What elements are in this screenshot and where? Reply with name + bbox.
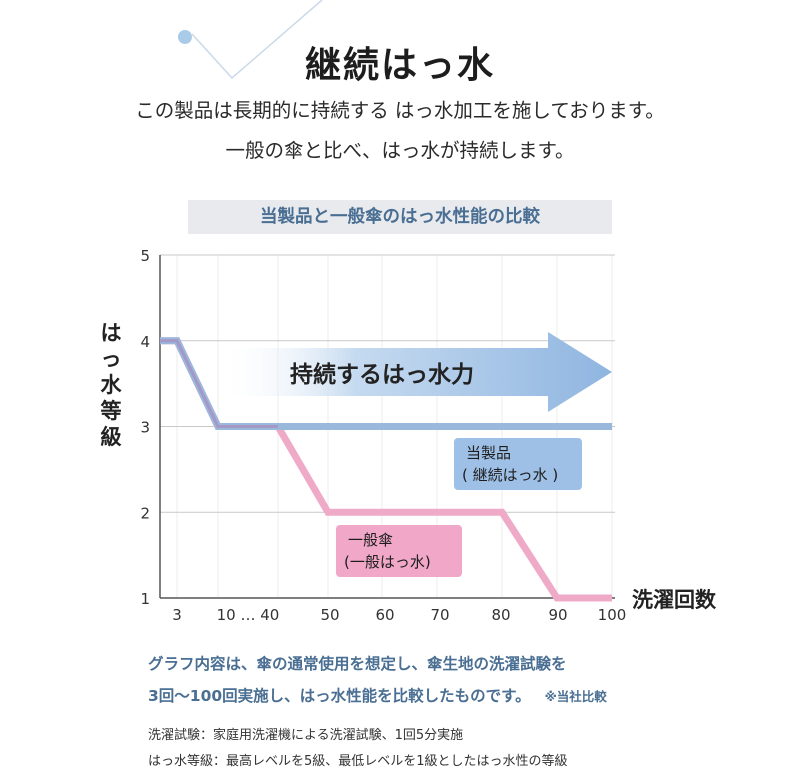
arrow-label: 持続するはっ水力 (290, 361, 474, 388)
decorative-check-line (192, 0, 323, 80)
footnote-wash-test: 洗濯試験：家庭用洗濯機による洗濯試験、1回5分実施 (148, 728, 464, 743)
arrow-shape (218, 332, 612, 412)
footnote-grade: はっ水等級：最高レベルを5級、最低レベルを1級としたはっ水性の等級 (148, 754, 568, 769)
series-label-line1-0: 当製品 (466, 444, 511, 462)
x-tick-label-0: 3 (172, 606, 182, 624)
y-tick-label-1: 1 (140, 590, 150, 608)
x-tick-label-7: 100 (598, 606, 627, 624)
note-line-2: 3回〜100回実施し、はっ水性能を比較したものです。 ※当社比較 (148, 687, 607, 705)
x-tick-label-2: 50 (320, 606, 339, 624)
series-layer (160, 337, 612, 602)
arrow-layer: 持続するはっ水力 (218, 332, 612, 412)
y-tick-label-3: 3 (140, 419, 150, 437)
note-line-1: グラフ内容は、傘の通常使用を想定し、傘生地の洗濯試験を (148, 655, 567, 673)
y-axis-label: はっ水等級 (100, 321, 122, 449)
description-line-1: この製品は長期的に持続する はっ水加工を施しております。 (135, 99, 665, 122)
series-label-line1-1: 一般傘 (348, 531, 393, 549)
axis-layer: 1 2 3 4 5 3 10 … 40 50 60 70 80 90 100 (140, 247, 626, 624)
note-reference: ※当社比較 (544, 689, 607, 704)
series-label-line2-1: (一般はっ水) (344, 553, 431, 571)
series-label-box-0 (454, 438, 582, 490)
series-label-line2-0: ( 継続はっ水 ) (462, 466, 558, 484)
x-axis-label: 洗濯回数 (632, 588, 716, 612)
x-tick-label-3: 60 (375, 606, 394, 624)
series-overlap-line (160, 339, 278, 428)
labels-layer: 当製品 ( 継続はっ水 ) 一般傘 (一般はっ水) (336, 438, 582, 577)
page-title: 継続はっ水 (304, 45, 495, 86)
decorative-dot (178, 30, 192, 44)
x-tick-label-4: 70 (430, 606, 449, 624)
y-tick-label-5: 5 (140, 247, 150, 265)
x-tick-label-6: 90 (548, 606, 567, 624)
y-tick-label-2: 2 (140, 504, 150, 522)
series-label-box-1 (336, 525, 462, 577)
description-line-2: 一般の傘と比べ、はっ水が持続します。 (225, 139, 575, 162)
y-tick-label-4: 4 (140, 333, 150, 351)
x-tick-label-1: 10 … 40 (217, 606, 280, 624)
x-tick-label-5: 80 (491, 606, 510, 624)
chart-title: 当製品と一般傘のはっ水性能の比較 (188, 200, 612, 234)
